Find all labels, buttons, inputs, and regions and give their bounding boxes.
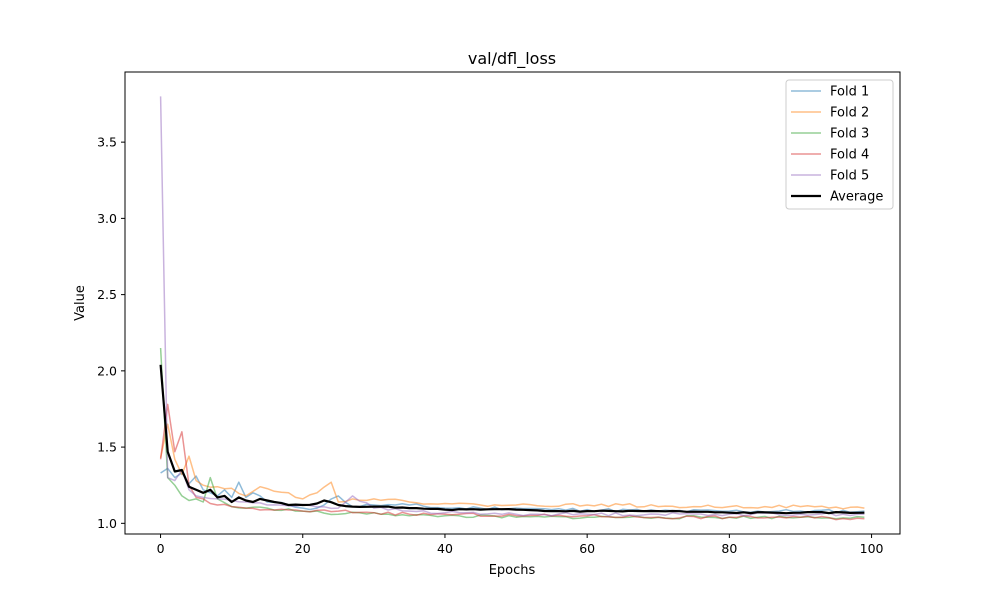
legend-label: Fold 4: [830, 148, 869, 163]
series-line-fold-4: [159, 403, 865, 521]
x-axis-label: Epochs: [489, 563, 536, 578]
y-axis-label: Value: [73, 285, 88, 321]
y-tick-label: 2.0: [97, 363, 117, 378]
legend-label: Fold 1: [830, 85, 869, 100]
y-tick-label: 1.0: [97, 516, 117, 531]
x-axis-ticks: 0 20 40 60 80 100: [157, 534, 884, 556]
y-tick-label: 3.5: [97, 135, 117, 150]
x-tick-label: 40: [437, 541, 453, 556]
legend-label: Fold 5: [830, 169, 869, 184]
x-tick-label: 100: [860, 541, 884, 556]
y-axis-ticks: 1.0 1.5 2.0 2.5 3.0 3.5: [97, 135, 125, 531]
legend-label: Fold 3: [830, 127, 869, 142]
legend: Fold 1 Fold 2 Fold 3 Fold 4 Fold 5 Average: [785, 79, 894, 210]
x-tick-label: 80: [721, 541, 737, 556]
legend-label: Fold 2: [830, 106, 869, 121]
y-tick-label: 3.0: [97, 211, 117, 226]
x-tick-label: 0: [157, 541, 165, 556]
x-tick-label: 20: [295, 541, 311, 556]
series-line-fold-2: [159, 423, 865, 510]
chart-title: val/dfl_loss: [468, 49, 556, 69]
legend-label: Average: [830, 190, 883, 205]
y-tick-label: 1.5: [97, 440, 117, 455]
plot-frame: [124, 71, 901, 535]
y-tick-label: 2.5: [97, 287, 117, 302]
series-line-average: [159, 364, 865, 515]
series-line-fold-5: [159, 96, 865, 517]
plot-lines: [159, 96, 865, 521]
x-tick-label: 60: [579, 541, 595, 556]
